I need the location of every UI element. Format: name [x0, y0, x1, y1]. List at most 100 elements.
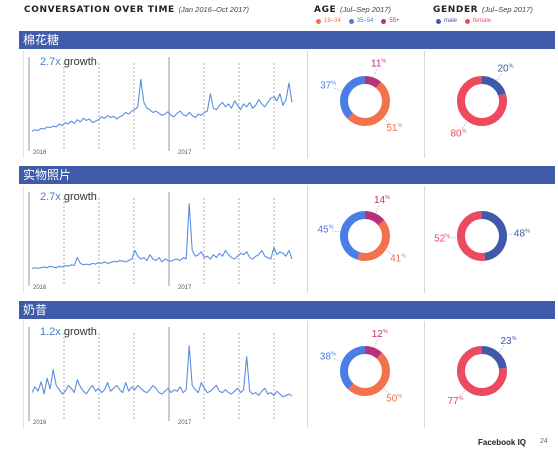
legend-label-35-54: 35–54 [356, 18, 374, 24]
gender-donut-value-0: 48% [514, 228, 530, 239]
age-legend: 18–34 35–54 55+ [316, 18, 400, 24]
divider-left [307, 51, 308, 158]
age-donut-slice-2 [340, 211, 366, 260]
conversation-line [31, 345, 293, 398]
section-band-2: 实物照片 [19, 166, 555, 184]
section-title-1: 棉花糖 [23, 33, 60, 47]
age-donut-leader-2 [333, 87, 342, 92]
section-title-2: 实物照片 [23, 168, 72, 182]
year-label-2017-1: 2017 [178, 150, 192, 156]
gender-donut-value-1: 77% [448, 396, 464, 407]
gender-title: GENDER [433, 5, 479, 15]
divider-right [424, 321, 425, 428]
age-donut-leader-0 [373, 68, 377, 77]
conversation-title: CONVERSATION OVER TIME [24, 5, 175, 15]
age-donut-leader-0 [374, 339, 378, 347]
gender-donut-leader-1 [448, 237, 457, 239]
section-panel-1: 11% 51% 37% 20% 80% 2.7x growth 2016 2017 [23, 51, 553, 158]
growth-callout-1: 2.7x growth [40, 56, 97, 68]
age-donut-slice-2 [340, 346, 366, 390]
age-donut-value-2: 37% [320, 81, 336, 92]
gender-donut-value-1: 80% [450, 128, 466, 139]
age-donut-value-0: 14% [374, 195, 390, 206]
legend-item-female: female [465, 18, 491, 24]
age-donut-value-1: 50% [386, 393, 402, 404]
growth-word-3: growth [63, 326, 97, 338]
growth-callout-3: 1.2x growth [40, 326, 97, 338]
gender-donut-slice-0 [481, 76, 506, 97]
age-range: (Jul–Sep 2017) [340, 5, 391, 14]
year-label-2016-1: 2016 [33, 150, 47, 156]
gender-donut-slice-1 [457, 346, 507, 396]
year-label-2017-2: 2017 [178, 285, 192, 291]
age-donut-value-1: 41% [390, 253, 406, 264]
growth-value-2: 2.7x [40, 191, 61, 203]
gender-donut-value-0: 20% [498, 64, 514, 75]
age-donut-value-2: 38% [320, 351, 336, 362]
divider-left [307, 186, 308, 293]
age-donut-slice-0 [364, 76, 382, 89]
legend-item-55-plus: 55+ [381, 18, 400, 24]
gender-donut-leader-0 [498, 345, 505, 352]
age-donut-slice-0 [364, 346, 383, 359]
growth-callout-2: 2.7x growth [40, 191, 97, 203]
legend-label-male: male [444, 18, 458, 24]
age-donut-leader-2 [331, 230, 340, 233]
gender-donut-slice-1 [457, 76, 507, 126]
age-header: AGE (Jul–Sep 2017) [314, 5, 391, 15]
divider-right [424, 186, 425, 293]
gender-header: GENDER (Jul–Sep 2017) [433, 5, 533, 15]
legend-dot-female [465, 18, 471, 24]
age-donut-slice-0 [364, 211, 385, 226]
legend-label-18-34: 18–34 [324, 18, 341, 24]
age-donut-value-2: 45% [317, 225, 333, 236]
legend-dot-18-34 [316, 18, 321, 24]
age-donut-leader-1 [386, 250, 394, 256]
section-title-3: 奶昔 [23, 303, 48, 317]
gender-donut-value-1: 52% [434, 234, 450, 245]
age-title: AGE [314, 5, 337, 15]
legend-dot-35-54 [348, 18, 354, 24]
gender-donut-leader-1 [461, 121, 467, 129]
growth-value-1: 2.7x [40, 56, 61, 68]
growth-word-1: growth [63, 56, 97, 68]
year-label-2016-3: 2016 [33, 420, 47, 426]
section-svg-2: 14% 41% 45% 48% 52% [28, 192, 530, 286]
age-donut-value-1: 51% [386, 123, 402, 134]
divider-right [424, 51, 425, 158]
gender-donut-leader-0 [497, 73, 503, 81]
age-donut-leader-0 [375, 205, 380, 213]
age-donut-leader-1 [383, 118, 391, 125]
gender-legend: male female [436, 18, 491, 24]
footer-brand: Facebook IQ [478, 438, 527, 447]
divider-left [307, 321, 308, 428]
section-band-3: 奶昔 [19, 301, 555, 319]
year-label-2017-3: 2017 [178, 420, 192, 426]
year-label-2016-2: 2016 [33, 285, 47, 291]
legend-item-18-34: 18–34 [316, 18, 341, 24]
section-band-1: 棉花糖 [19, 31, 555, 49]
gender-donut-value-0: 23% [500, 336, 516, 347]
conversation-header: CONVERSATION OVER TIME (Jan 2016–Oct 201… [24, 5, 249, 15]
legend-dot-male [436, 18, 441, 24]
gender-donut-slice-1 [457, 211, 486, 261]
gender-range: (Jul–Sep 2017) [481, 5, 533, 14]
section-svg-1: 11% 51% 37% 20% 80% [28, 57, 514, 151]
section-svg-3: 12% 50% 38% 23% 77% [28, 327, 517, 421]
growth-value-3: 1.2x [40, 326, 61, 338]
legend-label-female: female [473, 18, 492, 24]
gender-donut-slice-0 [481, 346, 507, 370]
age-donut-leader-2 [333, 358, 341, 362]
conversation-range: (Jan 2016–Oct 2017) [178, 5, 249, 14]
age-donut-slice-1 [357, 220, 390, 261]
legend-item-35-54: 35–54 [348, 18, 374, 24]
section-panel-2: 14% 41% 45% 48% 52% 2.7x growth 2016 2017 [23, 186, 553, 293]
age-donut-value-0: 12% [372, 329, 388, 340]
age-donut-slice-1 [347, 81, 390, 126]
gender-donut-slice-0 [481, 211, 507, 261]
page-number: 24 [540, 438, 548, 445]
conversation-line [31, 203, 293, 269]
age-donut-leader-1 [383, 388, 390, 395]
section-panel-3: 12% 50% 38% 23% 77% 1.2x growth 2016 2017 [23, 321, 553, 428]
growth-word-2: growth [63, 191, 97, 203]
